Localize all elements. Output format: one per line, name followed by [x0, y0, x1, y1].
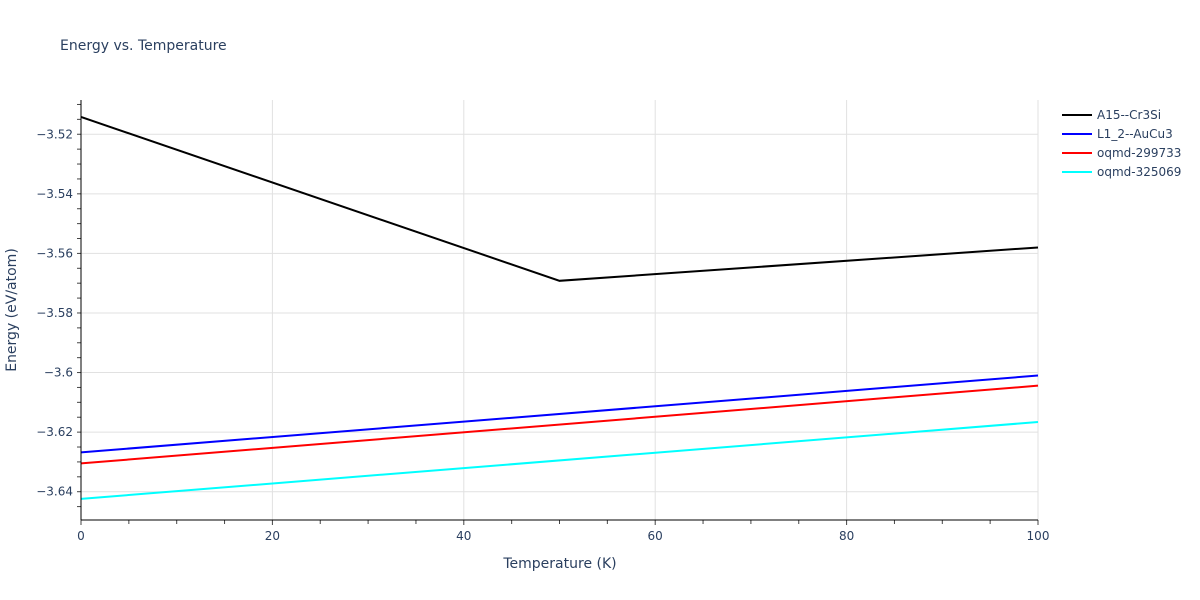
x-tick-label: 100	[1027, 529, 1050, 543]
axes: 0 20 40 60 80 100 −3.52 −3.54 −3.56 −3.58 −3.6 −3.6…	[36, 100, 1049, 543]
x-tick-label: 0	[77, 529, 85, 543]
y-tick-label: −3.62	[36, 425, 73, 439]
x-tick-label: 60	[648, 529, 663, 543]
series-line-a15-cr3si	[80, 116, 1039, 282]
series-line-oqmd-299733	[80, 384, 1039, 465]
y-axis-title: Energy (eV/atom)	[4, 248, 20, 372]
x-tick-label: 40	[456, 529, 471, 543]
x-tick-label: 20	[265, 529, 280, 543]
legend-item[interactable]: oqmd-325069	[1062, 165, 1181, 179]
x-axis-title: Temperature (K)	[502, 556, 616, 572]
legend-label: oqmd-325069	[1097, 165, 1181, 179]
legend-item[interactable]: L1_2--AuCu3	[1062, 127, 1173, 141]
legend: A15--Cr3Si L1_2--AuCu3 oqmd-299733 oqmd-325…	[1062, 108, 1181, 179]
x-tick-label: 80	[839, 529, 854, 543]
legend-label: oqmd-299733	[1097, 146, 1181, 160]
y-tick-label: −3.56	[36, 246, 73, 260]
legend-item[interactable]: oqmd-299733	[1062, 146, 1181, 160]
plot-area	[80, 116, 1039, 500]
y-tick-label: −3.6	[44, 366, 73, 380]
grid-lines	[81, 100, 1039, 520]
legend-label: L1_2--AuCu3	[1097, 127, 1173, 141]
series-line-oqmd-325069	[80, 421, 1039, 500]
y-tick-label: −3.64	[36, 485, 73, 499]
y-tick-label: −3.52	[36, 127, 73, 141]
series-line-l1-2-aucu3	[80, 374, 1039, 454]
chart-title: Energy vs. Temperature	[60, 38, 227, 54]
y-tick-label: −3.54	[36, 187, 73, 201]
y-tick-label: −3.58	[36, 306, 73, 320]
legend-label: A15--Cr3Si	[1097, 108, 1161, 122]
legend-item[interactable]: A15--Cr3Si	[1062, 108, 1161, 122]
